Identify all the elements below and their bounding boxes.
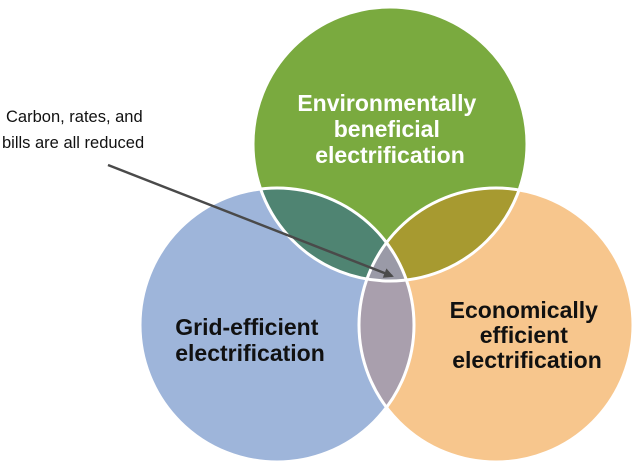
economic-label-line-1: Economically [450,297,598,323]
economic-outline [357,186,633,464]
grid-outline [138,186,416,464]
callout-arrow [107,163,394,278]
grid-label: Grid-efficient electrification [175,314,325,366]
environmental-label-line-3: electrification [315,142,465,168]
environmental-label-line-2: beneficial [334,116,440,142]
environmental-label-line-1: Environmentally [297,90,476,116]
grid-label-line-1: Grid-efficient [175,314,318,340]
callout-text: Carbon, rates, and bills are all reduced [2,108,147,152]
overlap-env-econ [359,188,527,281]
circle-outlines [138,5,633,464]
economic-label: Economically efficient electrification [450,297,605,373]
economic-label-line-3: electrification [452,347,602,373]
environmental-outline [251,5,529,283]
callout-line-2: bills are all reduced [2,134,144,152]
economic-label-line-2: efficient [480,322,569,348]
environmental-label: Environmentally beneficial electrificati… [297,90,482,168]
grid-label-line-2: electrification [175,340,325,366]
callout-line-1: Carbon, rates, and [6,108,143,126]
